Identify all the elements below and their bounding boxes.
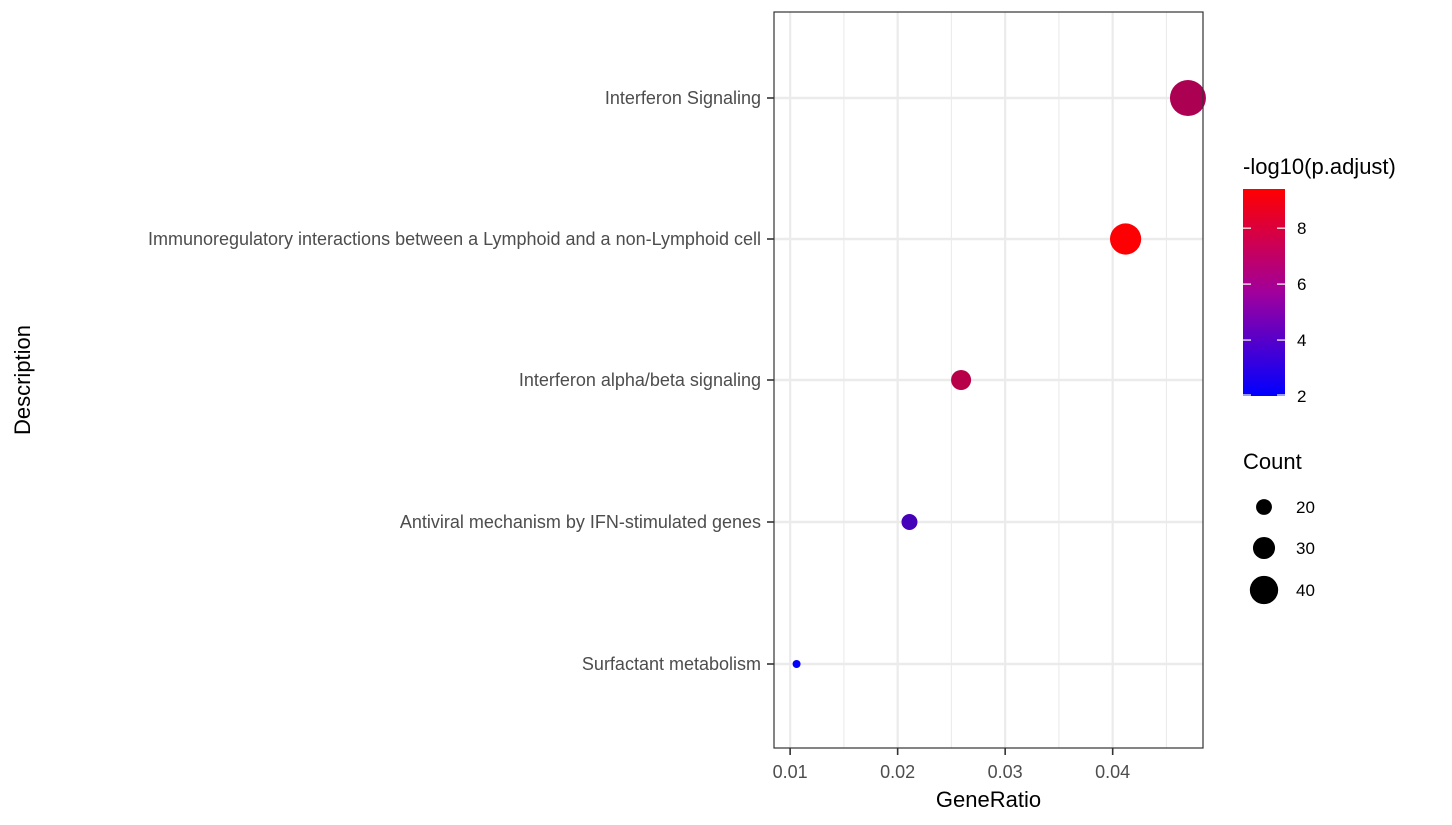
x-axis-ticks: 0.01 0.02 0.03 0.04 — [773, 748, 1130, 782]
data-point — [1169, 80, 1206, 116]
size-legend-label: 30 — [1296, 539, 1315, 558]
data-point — [792, 660, 801, 668]
size-legend-dot — [1252, 536, 1276, 560]
color-bar-label: 6 — [1297, 275, 1306, 294]
y-tick-label: Antiviral mechanism by IFN-stimulated ge… — [400, 512, 761, 532]
size-legend: Count 20 30 40 — [1243, 449, 1315, 605]
size-legend-label: 40 — [1296, 581, 1315, 600]
y-tick-label: Interferon alpha/beta signaling — [519, 370, 761, 390]
size-legend-label: 20 — [1296, 498, 1315, 517]
data-points — [792, 80, 1206, 668]
x-tick-label: 0.02 — [880, 762, 915, 782]
data-point — [1109, 223, 1142, 255]
color-bar-label: 2 — [1297, 387, 1306, 406]
data-point — [951, 370, 972, 390]
x-tick-label: 0.04 — [1095, 762, 1130, 782]
x-axis-title: GeneRatio — [936, 787, 1041, 812]
y-axis-title: Description — [10, 325, 35, 435]
color-legend-title: -log10(p.adjust) — [1243, 154, 1396, 179]
x-tick-label: 0.01 — [773, 762, 808, 782]
y-axis-ticks: Interferon Signaling Immunoregulatory int… — [148, 88, 774, 674]
color-bar-label: 8 — [1297, 219, 1306, 238]
y-tick-label: Interferon Signaling — [605, 88, 761, 108]
size-legend-keys: 20 30 40 — [1249, 498, 1315, 605]
color-bar-ticks: 2 4 6 8 — [1243, 219, 1306, 406]
x-tick-label: 0.03 — [988, 762, 1023, 782]
y-tick-label: Immunoregulatory interactions between a … — [148, 229, 761, 249]
y-tick-label: Surfactant metabolism — [582, 654, 761, 674]
size-legend-dot — [1256, 499, 1272, 515]
size-legend-dot — [1249, 575, 1279, 605]
color-bar-label: 4 — [1297, 331, 1306, 350]
color-legend: -log10(p.adjust) 2 4 6 8 — [1243, 154, 1396, 406]
data-point — [901, 514, 918, 530]
size-legend-title: Count — [1243, 449, 1302, 474]
color-bar — [1243, 189, 1285, 396]
